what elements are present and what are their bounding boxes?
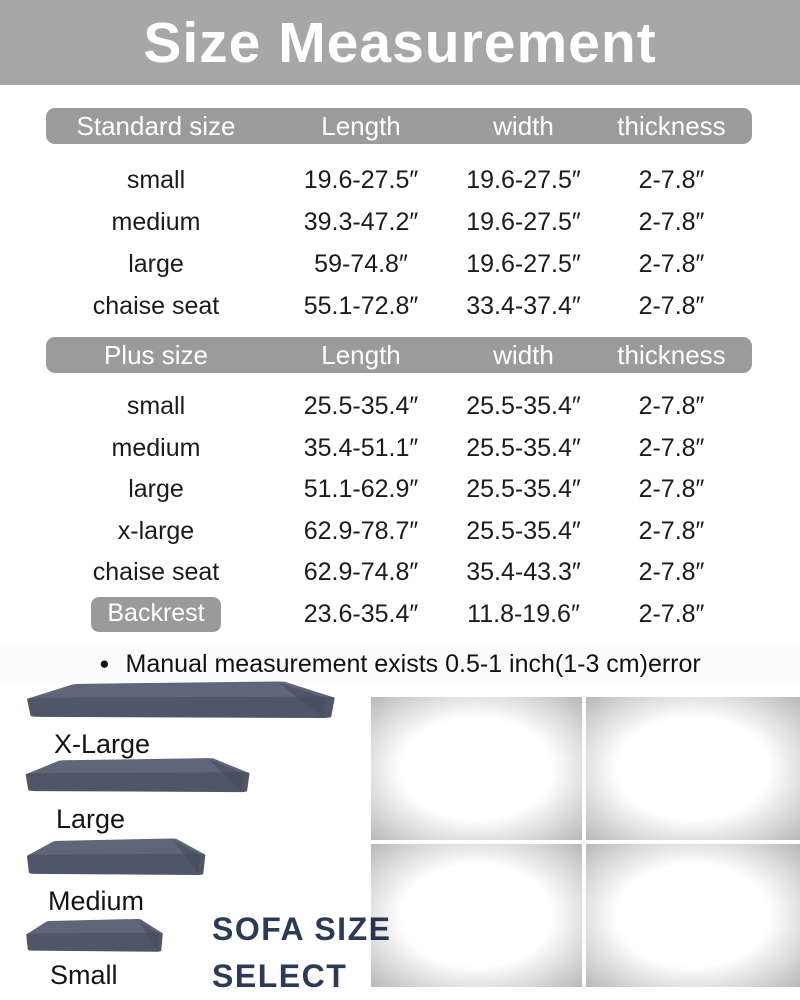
plus-size-table-rows: small 25.5-35.4″ 25.5-35.4″ 2-7.8″ mediu… xyxy=(46,386,752,635)
standard-size-header-label: Standard size xyxy=(76,110,236,141)
column-header-width: width xyxy=(493,110,554,141)
column-header-length: Length xyxy=(321,339,401,370)
row-width: 25.5-35.4″ xyxy=(466,433,581,462)
row-width: 33.4-37.4″ xyxy=(466,291,581,320)
row-width: 35.4-43.3″ xyxy=(466,558,581,587)
velvet-swirl-graphic xyxy=(586,697,800,840)
row-length: 23.6-35.4″ xyxy=(303,599,419,628)
row-thickness: 2-7.8″ xyxy=(638,207,705,236)
cushion-graphic xyxy=(26,838,206,876)
row-size: medium xyxy=(111,207,201,236)
page-title: Size Measurement xyxy=(143,10,657,75)
row-size: chaise seat xyxy=(92,291,220,320)
row-size: small xyxy=(126,165,186,194)
sofa-size-select-text: SOFA SIZE SELECT xyxy=(212,906,391,1000)
row-length: 62.9-74.8″ xyxy=(303,558,419,587)
velvet-swirl-graphic xyxy=(371,844,582,987)
column-header-thickness: thickness xyxy=(617,339,726,370)
row-width: 25.5-35.4″ xyxy=(466,392,581,421)
row-width: 25.5-35.4″ xyxy=(466,475,581,504)
fabric-swatch-gray-velvet xyxy=(371,697,582,840)
cushion-image-small xyxy=(24,914,174,966)
cushion-image-large xyxy=(22,753,268,807)
bullet-icon: ● xyxy=(99,654,110,673)
cushion-image-x-large xyxy=(22,676,360,734)
row-width: 19.6-27.5″ xyxy=(466,165,581,194)
row-size-backrest-chip: Backrest xyxy=(46,594,266,636)
plus-size-table-header: Plus size Length width thickness xyxy=(46,337,752,373)
cushion-graphic xyxy=(27,681,335,719)
cushion-label-large: Large xyxy=(56,804,126,834)
row-size: chaise seat xyxy=(92,558,220,587)
fabric-swatch-pink-velvet xyxy=(371,844,582,987)
row-width: 19.6-27.5″ xyxy=(466,207,581,236)
measurement-error-note: ● Manual measurement exists 0.5-1 inch(1… xyxy=(0,646,800,682)
row-thickness: 2-7.8″ xyxy=(638,392,705,421)
row-thickness: 2-7.8″ xyxy=(638,558,705,587)
row-thickness: 2-7.8″ xyxy=(638,291,705,320)
standard-size-table-header: Standard size Length width thickness xyxy=(46,108,752,144)
row-length: 35.4-51.1″ xyxy=(303,433,419,462)
row-length: 51.1-62.9″ xyxy=(303,475,419,504)
row-length: 59-74.8″ xyxy=(314,249,408,278)
plus-size-header-label: Plus size xyxy=(103,339,209,370)
row-length: 19.6-27.5″ xyxy=(303,165,419,194)
cushion-label-x-large: X-Large xyxy=(54,729,151,759)
row-thickness: 2-7.8″ xyxy=(638,516,705,545)
cushion-label-medium: Medium xyxy=(48,886,145,916)
row-size: x-large xyxy=(117,516,195,545)
row-size: large xyxy=(128,249,184,278)
column-header-thickness: thickness xyxy=(617,110,726,141)
cushion-image-medium xyxy=(24,833,220,891)
title-bar: Size Measurement xyxy=(0,0,800,85)
cushion-graphic xyxy=(25,758,250,793)
column-header-length: Length xyxy=(321,110,401,141)
row-length: 39.3-47.2″ xyxy=(303,207,419,236)
row-thickness: 2-7.8″ xyxy=(638,249,705,278)
row-thickness: 2-7.8″ xyxy=(638,475,705,504)
row-thickness: 2-7.8″ xyxy=(638,165,705,194)
row-width: 11.8-19.6″ xyxy=(467,599,580,628)
row-length: 25.5-35.4″ xyxy=(303,392,419,421)
row-thickness: 2-7.8″ xyxy=(638,433,705,462)
sofa-size-select-line1: SOFA SIZE xyxy=(212,911,392,947)
velvet-swirl-graphic xyxy=(371,697,582,840)
cushion-graphic xyxy=(26,918,163,952)
sofa-size-select-line2: SELECT xyxy=(212,958,348,994)
row-size: large xyxy=(128,475,184,504)
note-text: Manual measurement exists 0.5-1 inch(1-3… xyxy=(125,649,701,678)
row-width: 25.5-35.4″ xyxy=(466,516,581,545)
row-width: 19.6-27.5″ xyxy=(466,249,581,278)
row-thickness: 2-7.8″ xyxy=(638,599,705,628)
row-size: small xyxy=(126,392,186,421)
standard-size-table-rows: small 19.6-27.5″ 19.6-27.5″ 2-7.8″ mediu… xyxy=(46,159,752,327)
row-length: 62.9-78.7″ xyxy=(303,516,419,545)
column-header-width: width xyxy=(493,339,554,370)
row-length: 55.1-72.8″ xyxy=(303,291,419,320)
cushion-label-small: Small xyxy=(50,960,118,990)
fabric-swatch-green-velvet xyxy=(586,844,800,987)
fabric-swatch-gold-velvet xyxy=(586,697,800,840)
backrest-label: Backrest xyxy=(91,596,221,632)
row-size: medium xyxy=(111,433,201,462)
velvet-swirl-graphic xyxy=(586,844,800,987)
